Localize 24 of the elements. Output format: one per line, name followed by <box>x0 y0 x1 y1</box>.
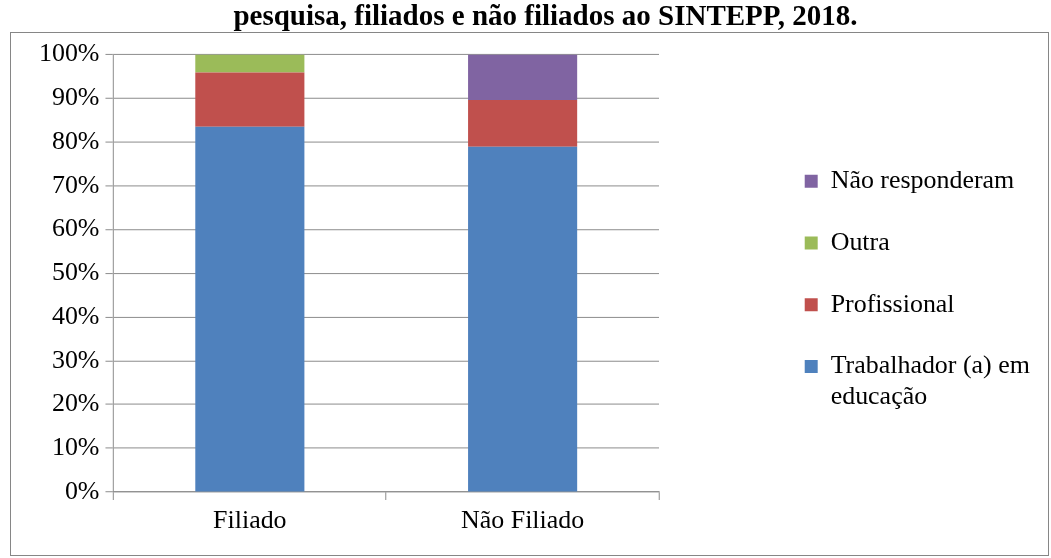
y-tick-label: 10% <box>51 432 100 462</box>
bar <box>195 126 305 492</box>
y-tick-label: 50% <box>51 257 100 287</box>
y-tick-label: 70% <box>51 169 100 199</box>
bar <box>195 72 305 127</box>
x-tick-label: Não Filiado <box>461 505 585 535</box>
bar <box>468 54 578 101</box>
x-tick-label: Filiado <box>213 505 287 535</box>
legend-label: Profissional <box>830 288 955 318</box>
legend-label: Outra <box>830 226 891 256</box>
y-tick-label: 60% <box>51 213 100 243</box>
y-tick-label: 90% <box>51 82 100 112</box>
y-tick-label: 0% <box>64 475 100 505</box>
bar <box>468 100 578 147</box>
y-tick-label: 20% <box>51 388 100 418</box>
legend-label: Trabalhador (a) em educação <box>830 350 1030 411</box>
bar <box>195 54 305 73</box>
y-tick-label: 100% <box>38 38 100 68</box>
y-tick-label: 30% <box>51 344 100 374</box>
legend-label: Não responderam <box>830 165 1015 195</box>
bar <box>468 146 578 492</box>
y-tick-label: 80% <box>51 125 100 155</box>
y-tick-label: 40% <box>51 300 100 330</box>
chart-title: pesquisa, filiados e não filiados ao SINTEPP, 2018. <box>232 0 859 31</box>
